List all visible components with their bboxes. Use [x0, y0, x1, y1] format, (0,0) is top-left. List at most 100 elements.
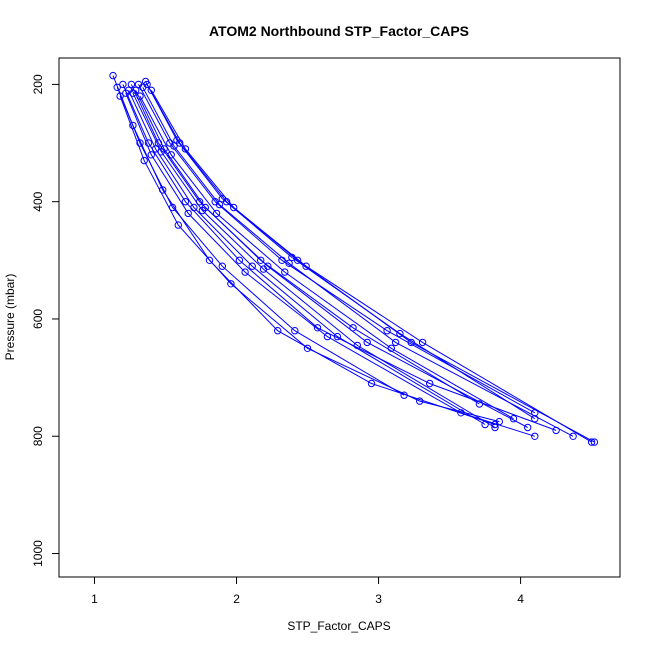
- data-point: [313, 324, 322, 332]
- data-point: [418, 338, 427, 347]
- series-6: [132, 86, 532, 432]
- data-point: [235, 256, 244, 264]
- data-point: [227, 280, 235, 288]
- data-point: [181, 145, 190, 153]
- y-tick-label: 600: [31, 309, 45, 329]
- series-line: [122, 84, 557, 431]
- data-point: [139, 83, 147, 92]
- data-point: [569, 432, 577, 440]
- x-tick-label: 4: [517, 592, 524, 606]
- series-14: [141, 77, 539, 423]
- series-line: [145, 81, 536, 420]
- data-point: [531, 415, 539, 423]
- series-3: [134, 80, 539, 417]
- data-point: [109, 71, 117, 80]
- data-point: [391, 338, 400, 347]
- series-line: [116, 87, 405, 396]
- data-point: [119, 80, 127, 89]
- data-point: [383, 327, 391, 335]
- data-point: [367, 379, 376, 388]
- x-tick-label: 2: [233, 592, 240, 606]
- data-point: [281, 268, 289, 276]
- data-point: [136, 92, 144, 100]
- data-point: [509, 415, 518, 423]
- plot-frame: [58, 57, 621, 578]
- data-point: [168, 203, 177, 212]
- data-point: [248, 262, 256, 270]
- data-point: [495, 417, 503, 426]
- series-line: [132, 92, 496, 428]
- data-point: [387, 344, 395, 352]
- y-tick-label: 200: [31, 74, 45, 94]
- data-point: [218, 262, 227, 270]
- data-point: [140, 156, 148, 165]
- data-point: [144, 139, 153, 147]
- data-point: [129, 121, 137, 130]
- series-line: [128, 90, 486, 425]
- data-point: [218, 195, 227, 203]
- series-2: [119, 80, 560, 435]
- data-point: [170, 142, 178, 150]
- data-point: [400, 391, 408, 399]
- data-point: [288, 253, 296, 262]
- x-tick-label: 1: [91, 592, 98, 606]
- data-point: [174, 221, 183, 229]
- data-point: [205, 256, 214, 264]
- data-point: [184, 209, 192, 218]
- data-point: [173, 136, 181, 144]
- data-point: [363, 338, 371, 347]
- data-point: [491, 423, 499, 432]
- data-point: [151, 145, 160, 153]
- series-line: [138, 84, 536, 414]
- data-point: [116, 92, 124, 100]
- data-point: [416, 397, 424, 405]
- chart-title: ATOM2 Northbound STP_Factor_CAPS: [209, 23, 469, 39]
- data-point: [241, 268, 249, 276]
- series-line: [135, 90, 528, 428]
- y-tick-label: 1000: [31, 540, 45, 567]
- data-point: [259, 265, 268, 273]
- data-point: [257, 256, 265, 264]
- data-point: [230, 203, 238, 212]
- data-point: [531, 432, 539, 440]
- y-axis-label: Pressure (mbar): [3, 274, 17, 361]
- series-9: [116, 92, 503, 426]
- data-point: [285, 259, 293, 267]
- data-point: [147, 86, 156, 95]
- axes: 1 2 3 4 200 400 600 800 1000: [31, 57, 621, 606]
- data-point: [129, 89, 137, 97]
- data-point: [198, 206, 207, 215]
- data-point: [127, 80, 136, 89]
- data-point: [157, 148, 166, 156]
- series-8: [139, 83, 577, 440]
- data-point: [274, 327, 282, 335]
- data-point: [212, 209, 221, 218]
- data-point: [136, 139, 144, 147]
- data-point: [353, 341, 361, 350]
- series-13: [113, 83, 408, 399]
- data-point: [587, 438, 596, 446]
- series-line: [139, 95, 514, 420]
- series-11: [124, 86, 489, 429]
- data-point: [291, 327, 299, 335]
- x-tick-label: 3: [375, 592, 382, 606]
- data-point: [426, 379, 434, 388]
- data-point: [141, 77, 150, 86]
- series-line: [125, 93, 535, 437]
- data-point: [215, 200, 224, 209]
- data-point: [323, 332, 332, 341]
- data-point: [333, 332, 342, 341]
- series-line: [119, 95, 500, 423]
- data-point: [303, 344, 312, 352]
- series-12: [136, 92, 518, 423]
- data-point: [190, 203, 198, 212]
- data-point: [302, 262, 310, 270]
- data-point: [167, 151, 175, 159]
- y-tick-label: 800: [31, 426, 45, 446]
- data-point: [147, 151, 156, 159]
- plot-area: [109, 71, 599, 446]
- series-15: [129, 89, 499, 432]
- y-tick-label: 400: [31, 191, 45, 211]
